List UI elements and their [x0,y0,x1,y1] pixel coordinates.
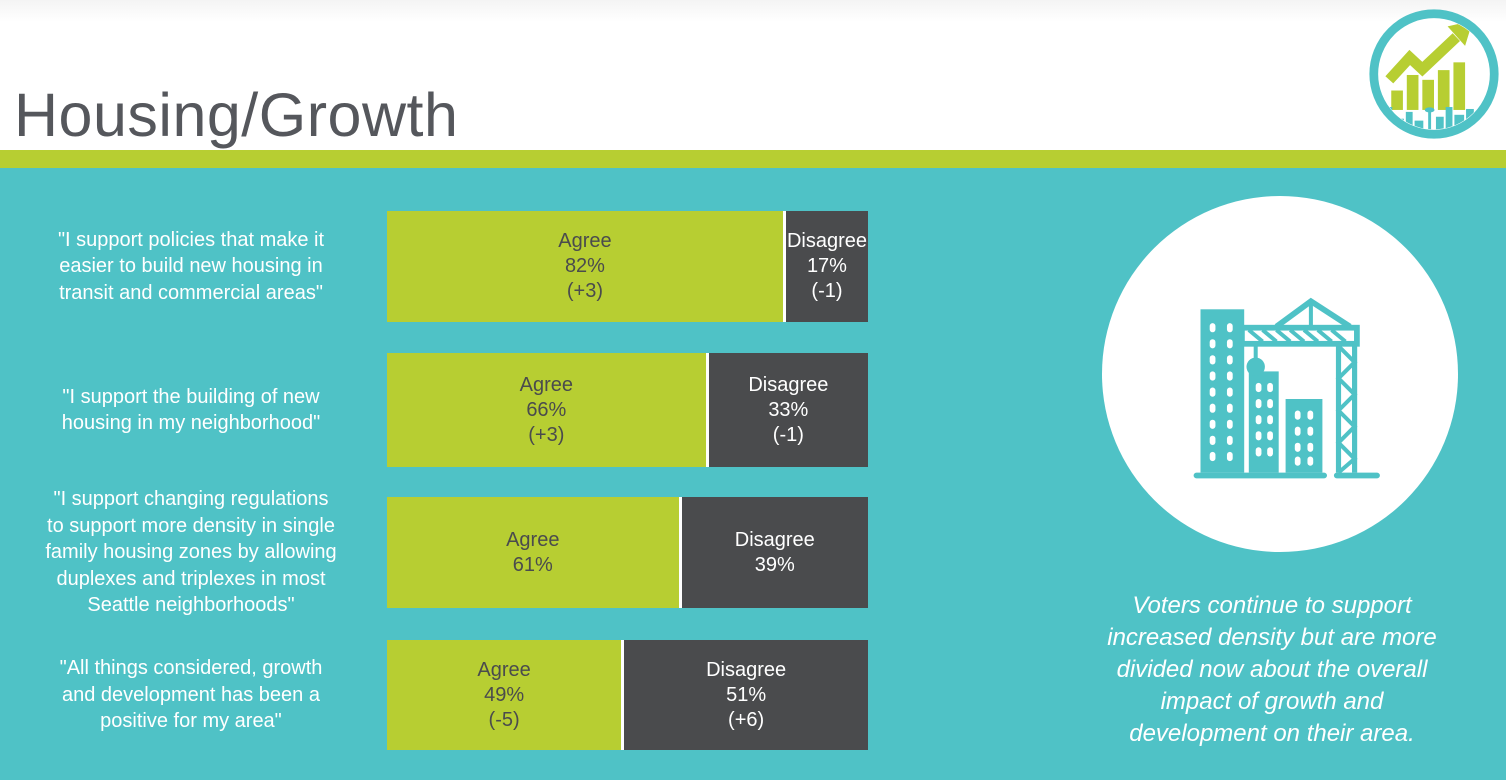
disagree-pct: 17% [806,255,847,277]
disagree-label: Disagree [748,373,829,396]
agree-pct: 61% [512,553,553,576]
agree-segment: Agree 66% (+3) [387,353,706,467]
accent-strip [0,150,1506,168]
segment-divider [705,353,709,467]
disagree-pct: 39% [754,553,795,576]
stacked-bar: Agree 61% Disagree 39% [387,497,868,608]
agree-label: Agree [519,373,574,396]
statement-text: "I support the building of new housing i… [61,385,321,435]
survey-row: "All things considered, growth and devel… [0,640,870,750]
stacked-bar: Agree 66% (+3) Disagree 33% (-1) [387,353,868,467]
agree-pct: 49% [484,683,525,706]
survey-row: "I support policies that make it easier … [0,211,870,322]
agree-label: Agree [477,658,531,681]
agree-change: (-5) [488,708,520,731]
disagree-segment: Disagree 33% (-1) [708,353,868,467]
disagree-segment: Disagree 39% [681,497,868,608]
callout-text: Voters continue to support increased den… [1107,592,1437,747]
disagree-change: (-1) [772,423,804,446]
disagree-pct: 33% [768,398,809,421]
segment-divider [782,211,786,322]
segment-divider [678,497,682,608]
agree-change: (+3) [528,423,565,446]
survey-row: "I support changing regulations to suppo… [0,488,870,617]
agree-label: Agree [558,230,612,252]
agree-change: (+3) [566,280,604,302]
disagree-label: Disagree [734,528,815,551]
agree-pct: 82% [564,255,605,277]
disagree-label: Disagree [706,658,787,681]
disagree-change: (+6) [728,708,765,731]
disagree-segment: Disagree 51% (+6) [624,640,868,750]
stacked-bar: Agree 49% (-5) Disagree 51% (+6) [387,640,868,750]
page-title: Housing/Growth [14,81,459,149]
stacked-bar: Agree 82% (+3) Disagree 17% (-1) [387,211,868,322]
disagree-change: (-1) [811,280,843,302]
statement-text: "All things considered, growth and devel… [59,657,323,733]
disagree-pct: 51% [726,683,767,706]
agree-pct: 66% [526,398,567,421]
construction-icon-circle [1102,196,1458,552]
statement-text: "I support changing regulations to suppo… [45,488,337,617]
disagree-segment: Disagree 17% (-1) [785,211,868,322]
agree-segment: Agree 61% [387,497,679,608]
survey-row: "I support the building of new housing i… [0,353,870,467]
statement-text: "I support policies that make it easier … [57,228,325,304]
growth-trend-icon [1369,9,1499,139]
segment-divider [621,640,625,750]
agree-segment: Agree 49% (-5) [387,640,622,750]
disagree-label: Disagree [786,230,867,252]
header: Housing/Growth [0,0,1506,150]
agree-label: Agree [506,528,560,551]
construction-buildings-crane-icon [1193,297,1380,479]
agree-segment: Agree 82% (+3) [387,211,783,322]
